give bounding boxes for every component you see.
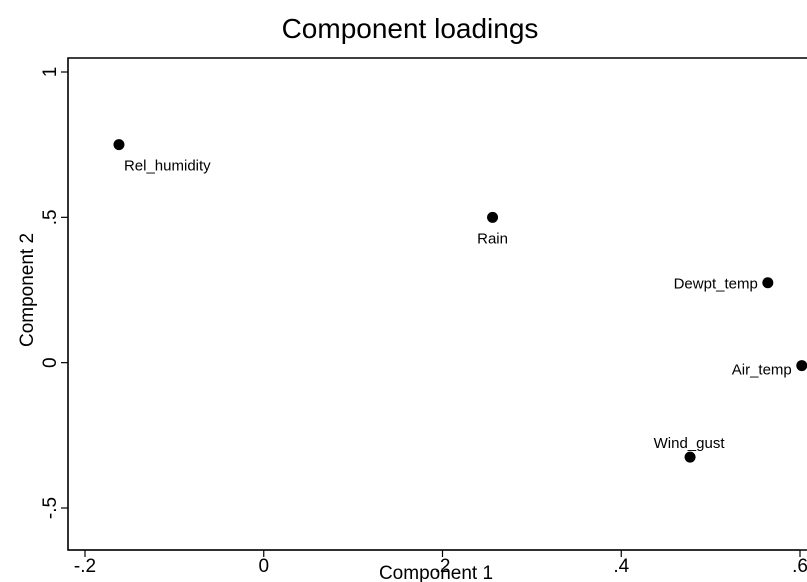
point-label: Air_temp: [732, 362, 792, 379]
point-label: Wind_gust: [654, 435, 726, 452]
x-tick-label: -.2: [74, 556, 96, 577]
x-tick-label: .4: [613, 556, 629, 577]
data-point: [796, 360, 807, 372]
y-axis-label: Component 2: [17, 233, 38, 347]
x-tick-label: 0: [258, 556, 269, 577]
x-tick-label: .6: [792, 556, 807, 577]
x-axis: -.2 0 .2 .4 .6: [68, 549, 807, 577]
data-point: [684, 451, 696, 463]
data-point: [487, 211, 499, 223]
y-tick-label: 0: [40, 357, 61, 368]
y-tick-label: -.5: [40, 497, 61, 519]
point-label: Rain: [477, 230, 508, 247]
x-tick-label: .2: [435, 556, 451, 577]
y-axis: -.5 0 .5 1: [40, 58, 69, 550]
chart-title: Component loadings: [282, 13, 539, 44]
x-axis-label: Component 1: [379, 563, 493, 582]
data-point: [113, 139, 125, 151]
plot-frame: [67, 57, 807, 551]
data-point: [762, 277, 774, 289]
scatter-points: Rel_humidity Rain Dewpt_temp Air_temp Wind_g…: [113, 139, 807, 463]
point-label: Dewpt_temp: [674, 276, 758, 293]
y-tick-label: .5: [40, 209, 61, 225]
y-tick-label: 1: [40, 67, 61, 78]
point-label: Rel_humidity: [124, 158, 211, 175]
